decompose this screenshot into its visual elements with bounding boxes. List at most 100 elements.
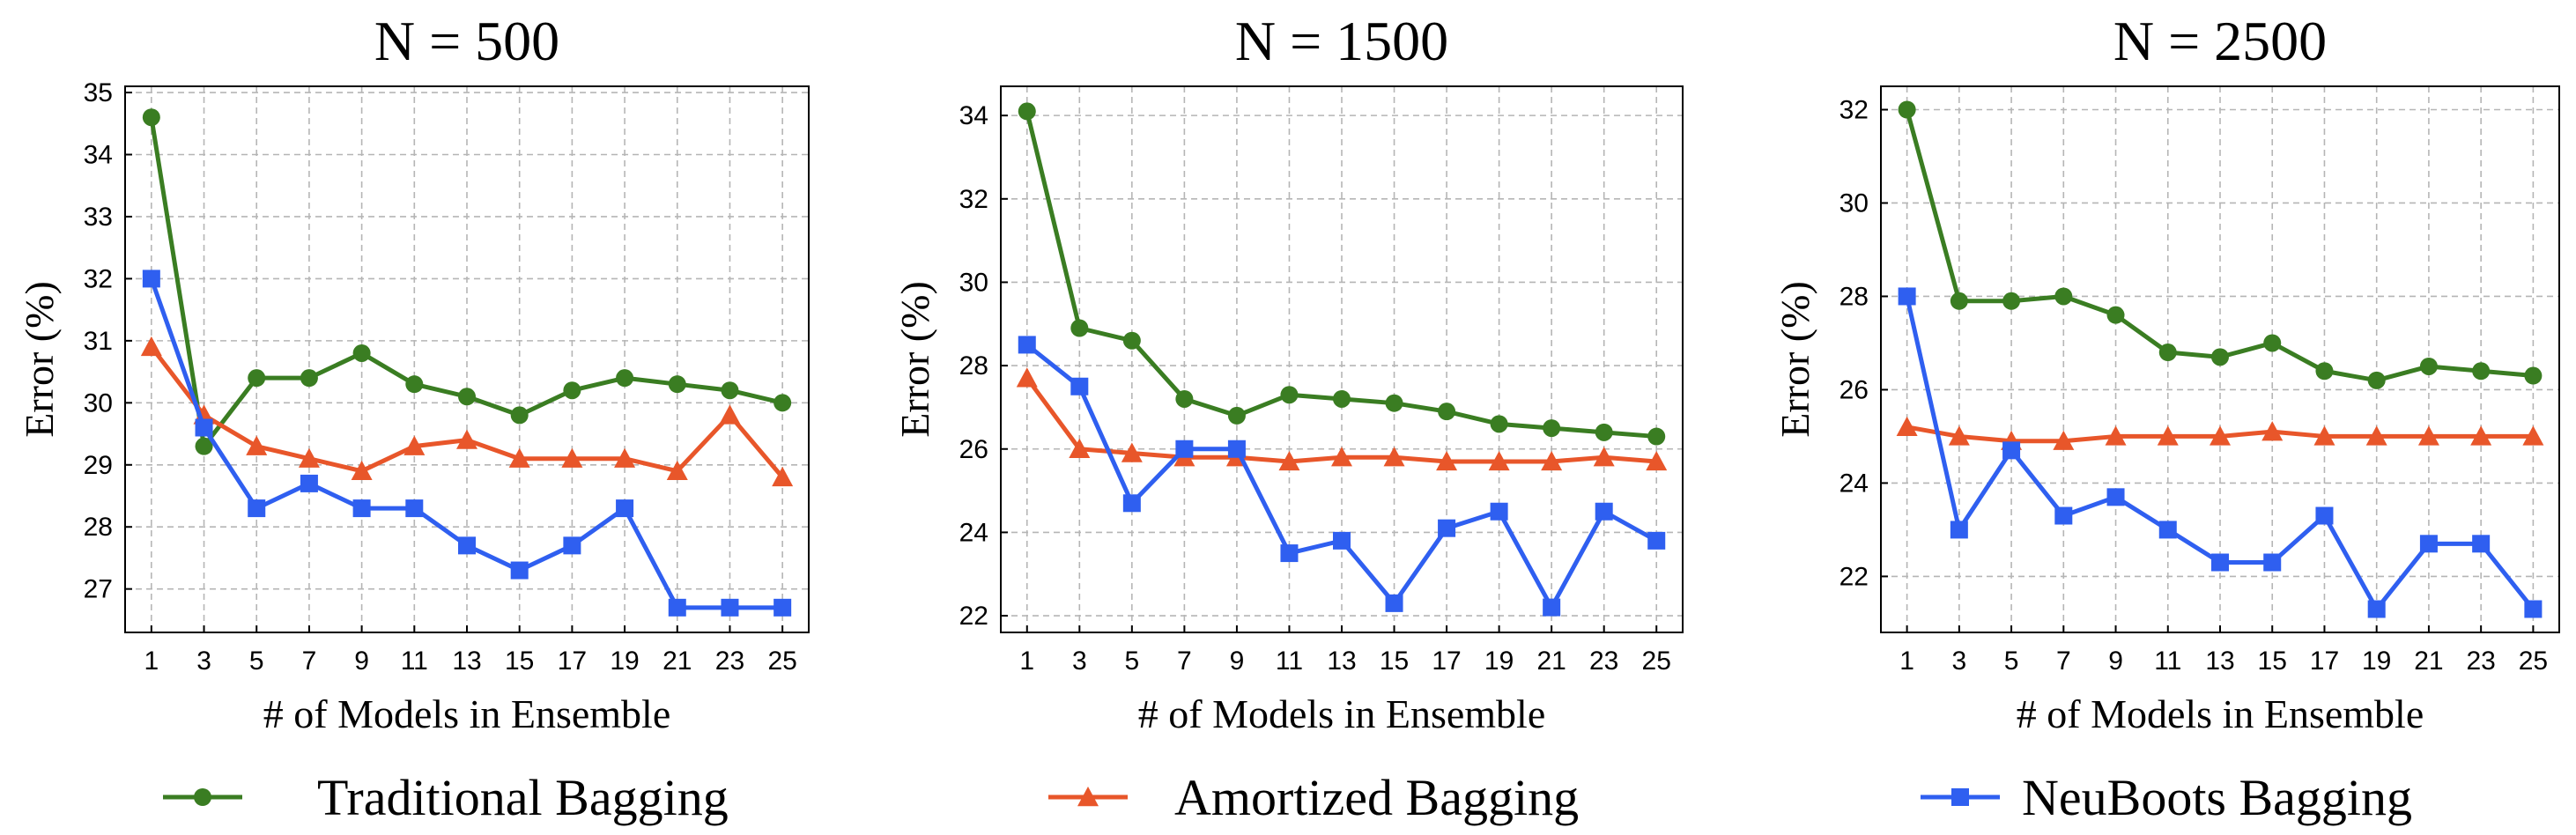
data-point-traditional	[1490, 415, 1508, 433]
data-point-amortized	[1896, 416, 1918, 437]
data-point-neuboots	[1175, 440, 1194, 458]
data-point-amortized	[1541, 450, 1563, 471]
data-point-amortized	[140, 336, 162, 357]
data-point-traditional	[1280, 386, 1299, 404]
legend-item-traditional: Traditional Bagging	[163, 769, 729, 826]
data-point-neuboots	[563, 536, 581, 555]
data-point-traditional	[1595, 423, 1613, 441]
x-tick-label: 21	[1536, 647, 1566, 676]
data-point-traditional	[300, 369, 318, 388]
data-point-neuboots	[1490, 502, 1508, 521]
data-point-amortized	[1069, 438, 1091, 458]
x-tick-label: 11	[2154, 647, 2181, 676]
data-point-amortized	[2053, 430, 2075, 450]
data-point-amortized	[2105, 425, 2127, 446]
series-neuboots	[1018, 336, 1666, 617]
data-point-traditional	[1385, 394, 1403, 412]
x-tick-label: 17	[2310, 647, 2339, 676]
data-point-traditional	[563, 381, 581, 400]
data-point-neuboots	[1018, 336, 1036, 354]
data-point-traditional	[195, 437, 213, 455]
series-amortized	[140, 336, 794, 487]
y-tick-label: 30	[1839, 188, 1869, 218]
data-point-neuboots	[2054, 506, 2073, 525]
y-tick-label: 30	[84, 388, 113, 418]
data-point-amortized	[1948, 425, 1970, 446]
data-point-traditional	[2472, 362, 2491, 381]
x-tick-label: 13	[1327, 647, 1356, 676]
data-point-amortized	[246, 435, 268, 455]
legend-marker	[1951, 788, 1969, 806]
x-tick-label: 9	[354, 647, 369, 676]
x-tick-label: 3	[196, 647, 211, 676]
series-neuboots	[142, 270, 792, 617]
series-traditional	[142, 108, 792, 455]
data-point-neuboots	[2419, 535, 2438, 553]
data-point-neuboots	[1898, 287, 1916, 306]
series-neuboots	[1898, 287, 2543, 618]
data-point-neuboots	[1595, 502, 1613, 521]
y-tick-label: 26	[1839, 375, 1869, 404]
data-point-amortized	[614, 447, 636, 468]
data-point-neuboots	[616, 499, 634, 518]
data-point-neuboots	[2315, 506, 2334, 525]
x-tick-label: 7	[302, 647, 317, 676]
y-tick-label: 32	[84, 264, 113, 293]
x-tick-label: 5	[2004, 647, 2019, 676]
x-tick-label: 1	[144, 647, 159, 676]
data-point-amortized	[666, 460, 688, 481]
data-point-neuboots	[2472, 535, 2491, 553]
y-tick-label: 28	[84, 513, 113, 542]
data-point-neuboots	[405, 499, 424, 518]
series-amortized	[1896, 416, 2544, 450]
x-tick-label: 21	[2414, 647, 2443, 676]
data-point-neuboots	[2106, 488, 2125, 506]
data-point-amortized	[1121, 442, 1143, 462]
x-axis-label: # of Models in Ensemble	[263, 691, 671, 736]
y-axis-label: Error (%)	[892, 281, 937, 438]
data-point-amortized	[351, 460, 373, 481]
data-point-amortized	[1646, 450, 1668, 471]
data-point-neuboots	[1950, 521, 1968, 539]
data-point-traditional	[2158, 344, 2177, 362]
data-point-amortized	[2522, 425, 2544, 446]
data-point-amortized	[2313, 425, 2335, 446]
data-point-neuboots	[2002, 441, 2021, 460]
data-point-traditional	[721, 381, 739, 400]
data-point-neuboots	[1543, 598, 1561, 617]
x-tick-label: 9	[1230, 647, 1245, 676]
data-point-amortized	[298, 447, 320, 468]
x-tick-label: 19	[1484, 647, 1514, 676]
x-tick-label: 23	[715, 647, 744, 676]
legend-marker	[1077, 787, 1099, 807]
y-tick-label: 29	[84, 451, 113, 480]
data-point-amortized	[2365, 425, 2387, 446]
data-point-amortized	[2210, 425, 2231, 446]
panel-title: N = 500	[374, 10, 559, 72]
y-tick-label: 30	[959, 268, 988, 297]
data-point-traditional	[1543, 419, 1561, 438]
data-point-traditional	[352, 344, 371, 362]
series-traditional	[1898, 100, 2543, 389]
data-point-amortized	[719, 404, 741, 425]
data-point-neuboots	[2524, 600, 2543, 618]
x-tick-label: 19	[2362, 647, 2391, 676]
data-point-traditional	[616, 369, 634, 388]
data-point-traditional	[1175, 389, 1194, 408]
data-point-neuboots	[1385, 594, 1403, 612]
x-tick-label: 13	[2205, 647, 2234, 676]
y-tick-label: 26	[959, 435, 988, 464]
data-point-neuboots	[352, 499, 371, 518]
x-tick-label: 7	[1177, 647, 1192, 676]
y-tick-label: 34	[959, 101, 988, 130]
x-tick-label: 9	[2108, 647, 2123, 676]
data-point-traditional	[510, 406, 529, 425]
data-point-amortized	[403, 435, 426, 455]
data-point-amortized	[2157, 425, 2179, 446]
data-point-amortized	[2261, 421, 2284, 441]
x-axis-label: # of Models in Ensemble	[2017, 691, 2424, 736]
data-point-neuboots	[774, 598, 792, 617]
data-point-traditional	[2524, 366, 2543, 385]
